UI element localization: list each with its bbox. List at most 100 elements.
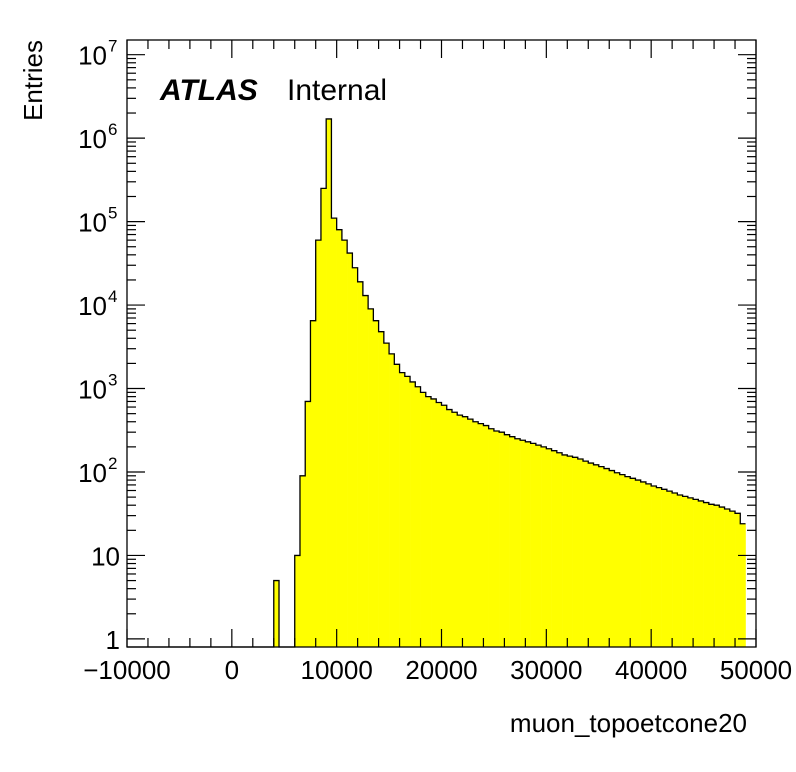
histogram-bin xyxy=(546,448,552,647)
y-tick-label: 10 xyxy=(78,375,107,405)
histogram-bin xyxy=(572,457,579,647)
histogram-bin xyxy=(541,446,547,647)
histogram-bin xyxy=(425,396,432,647)
x-tick-label: 0 xyxy=(225,655,239,685)
histogram-bin xyxy=(347,253,353,647)
x-tick-label: 20000 xyxy=(405,655,477,685)
histogram-bin xyxy=(493,430,500,647)
histogram-bin xyxy=(315,240,322,647)
histogram-bin xyxy=(331,218,337,647)
histogram-bin xyxy=(635,480,641,647)
histogram-bin xyxy=(530,443,537,647)
histogram-bin xyxy=(467,419,474,647)
histogram-bin xyxy=(341,240,348,647)
y-tick-label: 10 xyxy=(78,208,107,238)
y-tick-label: 1 xyxy=(106,625,120,655)
histogram-bin xyxy=(441,405,448,647)
y-tick-exponent: 5 xyxy=(108,204,117,223)
histogram-bin xyxy=(462,416,469,647)
x-axis-title: muon_topoetcone20 xyxy=(510,708,747,738)
histogram-bin xyxy=(410,381,416,647)
histogram-bin xyxy=(499,432,505,647)
histogram-bin xyxy=(362,295,369,647)
histogram-bin xyxy=(567,456,573,647)
histogram-bin xyxy=(326,118,332,648)
histogram-bin xyxy=(677,495,683,647)
y-axis-title: Entries xyxy=(18,40,48,121)
histogram-bin xyxy=(687,497,694,647)
histogram-bin xyxy=(294,555,301,647)
histogram-bin xyxy=(603,468,610,647)
histogram-bin xyxy=(446,409,453,647)
histogram-bin xyxy=(368,308,374,647)
x-tick-label: 40000 xyxy=(615,655,687,685)
histogram-bin xyxy=(404,376,411,647)
histogram-bin xyxy=(373,320,379,647)
histogram-bin xyxy=(651,485,657,647)
histogram-bin xyxy=(588,463,594,647)
histogram-bin xyxy=(693,499,699,647)
histogram-bin xyxy=(556,452,563,647)
histogram-bin xyxy=(357,281,364,647)
histogram-outline xyxy=(127,118,746,648)
histogram-bin xyxy=(682,496,689,647)
histogram-bin xyxy=(614,472,621,647)
histogram-bin xyxy=(719,507,725,647)
y-tick-exponent: 4 xyxy=(108,287,117,306)
histogram-bin xyxy=(436,402,442,647)
y-tick-exponent: 3 xyxy=(108,371,117,390)
histogram-bin xyxy=(708,504,715,647)
histogram-bin xyxy=(535,445,542,647)
y-tick-label: 10 xyxy=(78,41,107,71)
histogram-bin xyxy=(383,343,390,647)
histogram-bin xyxy=(514,438,521,647)
histogram-bin xyxy=(598,466,605,647)
histogram-bin xyxy=(520,440,526,647)
histogram-bin xyxy=(672,493,678,647)
histogram-bin xyxy=(451,412,458,647)
internal-label: Internal xyxy=(287,74,387,107)
histogram-bin xyxy=(389,353,395,647)
histogram-bin xyxy=(714,505,720,647)
histogram-bin xyxy=(336,229,343,647)
histogram-bin xyxy=(666,491,673,647)
y-tick-label: 10 xyxy=(78,458,107,488)
histogram-bin xyxy=(593,464,600,647)
histogram-bin xyxy=(740,523,746,647)
histogram-bin xyxy=(619,474,626,647)
histogram-bin xyxy=(352,267,358,647)
histogram-bin xyxy=(624,476,631,647)
y-tick-exponent: 6 xyxy=(108,120,117,139)
histogram-bin xyxy=(609,470,615,647)
histogram-bin xyxy=(562,454,568,647)
histogram-bin xyxy=(431,398,437,647)
histogram-bin xyxy=(698,500,704,647)
histogram-bin xyxy=(551,450,558,647)
histogram-bin xyxy=(729,511,736,647)
y-tick-label: 10 xyxy=(78,124,107,154)
histogram-bin xyxy=(457,415,463,647)
x-tick-label: 50000 xyxy=(720,655,792,685)
y-tick-exponent: 7 xyxy=(108,37,117,56)
histogram-bin xyxy=(415,386,421,647)
plot-frame xyxy=(126,39,757,648)
histogram-bin xyxy=(509,436,516,647)
y-tick-label: 10 xyxy=(91,541,120,571)
histogram-bin xyxy=(273,580,280,647)
x-tick-label: 30000 xyxy=(510,655,582,685)
x-tick-label: 10000 xyxy=(301,655,373,685)
histogram-bin xyxy=(399,372,406,647)
y-tick-exponent: 2 xyxy=(108,454,117,473)
histogram-bin xyxy=(525,441,531,647)
histogram-bin xyxy=(504,434,510,647)
histogram-bin xyxy=(420,392,427,647)
histogram-bin xyxy=(583,461,589,647)
histogram-bin xyxy=(661,489,668,647)
histogram-bin xyxy=(320,188,327,647)
histogram-bin xyxy=(305,401,311,647)
histogram-bin xyxy=(378,331,385,647)
atlas-label: ATLAS xyxy=(159,74,258,107)
y-tick-label: 10 xyxy=(78,291,107,321)
histogram-bin xyxy=(735,513,741,647)
